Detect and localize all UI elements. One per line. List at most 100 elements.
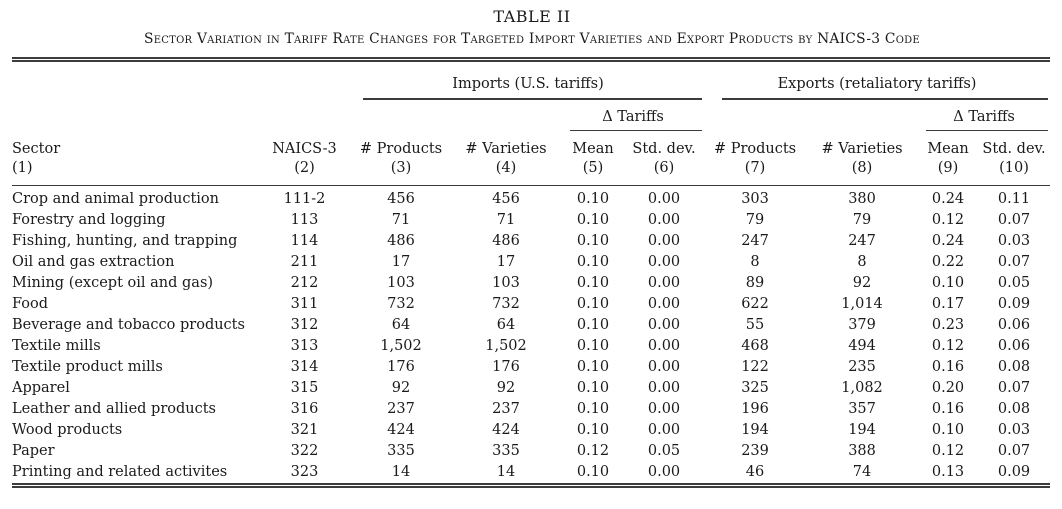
value-cell: 456	[492, 191, 520, 207]
table-row: Printing and related activites 323 14 14 0.1…	[12, 462, 1050, 486]
imports-delta-tariffs-rule	[570, 129, 703, 131]
subgroup-spacer-mid	[704, 100, 918, 132]
exports-delta-tariffs-rule	[926, 129, 1049, 131]
value-cell: 312	[290, 317, 319, 333]
value-cell: 212	[290, 275, 319, 291]
value-cell: 64	[391, 317, 411, 333]
value-cell: 313	[290, 338, 319, 354]
value-cell: 1,014	[841, 296, 883, 312]
value-cell: 486	[492, 233, 520, 249]
paper-page: TABLE II Sector Variation in Tariff Rate…	[12, 7, 1051, 488]
value-cell: 0.16	[931, 359, 965, 375]
value-cell: 0.08	[997, 401, 1031, 417]
value-cell: 211	[290, 254, 319, 270]
col-header-label: Sector	[12, 141, 61, 157]
value-cell: 176	[387, 359, 415, 375]
col-header-imports-products: # Products (3)	[352, 131, 450, 186]
value-cell: 194	[848, 422, 876, 438]
value-cell: 0.00	[647, 380, 681, 396]
value-cell: 0.03	[997, 233, 1031, 249]
value-cell: 92	[496, 380, 516, 396]
value-cell: 8	[750, 254, 760, 270]
value-cell: 0.10	[576, 275, 610, 291]
exports-delta-tariffs-header: Δ Tariffs	[918, 100, 1050, 131]
col-header-num: (8)	[851, 160, 873, 176]
table-row: Apparel 315 92 92 0.10 0.00 325 1,082 0.20 0.07	[12, 378, 1050, 399]
value-cell: 0.12	[931, 338, 965, 354]
value-cell: 0.00	[647, 254, 681, 270]
value-cell: 424	[387, 422, 415, 438]
value-cell: 311	[290, 296, 319, 312]
value-cell: 237	[387, 401, 415, 417]
value-cell: 113	[290, 212, 319, 228]
value-cell: 0.05	[997, 275, 1031, 291]
value-cell: 237	[492, 401, 520, 417]
value-cell: 194	[741, 422, 769, 438]
value-cell: 322	[290, 443, 319, 459]
imports-delta-tariffs-label: Δ Tariffs	[602, 108, 664, 125]
value-cell: 0.00	[647, 422, 681, 438]
value-cell: 388	[848, 443, 876, 459]
value-cell: 8	[857, 254, 867, 270]
value-cell: 0.23	[931, 317, 965, 333]
value-cell: 14	[391, 464, 411, 480]
table-row: Mining (except oil and gas) 212 103 103 0.10…	[12, 273, 1050, 294]
col-header-label: # Varieties	[465, 141, 547, 157]
value-cell: 732	[492, 296, 520, 312]
subgroup-spacer-left	[12, 100, 562, 132]
table-row: Wood products 321 424 424 0.10 0.00 194 194 0.10…	[12, 420, 1050, 441]
col-header-exports-mean: Mean (9)	[918, 131, 979, 186]
value-cell: 321	[290, 422, 319, 438]
table-body: Crop and animal production 111-2 456 456 0.1…	[12, 186, 1050, 486]
col-header-label: # Products	[713, 141, 797, 157]
col-header-label: # Products	[359, 141, 443, 157]
value-cell: 0.00	[647, 275, 681, 291]
value-cell: 0.11	[997, 191, 1031, 207]
value-cell: 0.10	[931, 275, 965, 291]
table-row: Crop and animal production 111-2 456 456 0.1…	[12, 186, 1050, 211]
sector-cell: Oil and gas extraction	[12, 254, 175, 270]
value-cell: 323	[290, 464, 319, 480]
imports-delta-tariffs-header: Δ Tariffs	[562, 100, 704, 131]
col-header-label: Std. dev.	[982, 141, 1046, 157]
value-cell: 1,502	[380, 338, 422, 354]
value-cell: 357	[848, 401, 876, 417]
col-header-naics: NAICS-3 (2)	[257, 131, 352, 186]
value-cell: 17	[391, 254, 411, 270]
value-cell: 0.10	[576, 401, 610, 417]
value-cell: 0.10	[931, 422, 965, 438]
value-cell: 494	[848, 338, 876, 354]
group-header-spacer	[12, 60, 352, 100]
value-cell: 0.10	[576, 359, 610, 375]
value-cell: 0.09	[997, 464, 1031, 480]
value-cell: 247	[848, 233, 876, 249]
value-cell: 0.00	[647, 191, 681, 207]
group-header-row: Imports (U.S. tariffs) Exports (retaliat…	[12, 60, 1050, 100]
table-row: Beverage and tobacco products 312 64 64 0.10…	[12, 315, 1050, 336]
value-cell: 247	[741, 233, 769, 249]
sector-cell: Apparel	[12, 380, 70, 396]
sector-cell: Textile mills	[12, 338, 101, 354]
value-cell: 315	[290, 380, 319, 396]
value-cell: 0.24	[931, 191, 965, 207]
value-cell: 0.10	[576, 212, 610, 228]
value-cell: 0.07	[997, 443, 1031, 459]
col-header-num: (3)	[390, 160, 412, 176]
value-cell: 0.10	[576, 254, 610, 270]
tariff-table: Imports (U.S. tariffs) Exports (retaliat…	[12, 57, 1051, 488]
col-header-label: NAICS-3	[272, 141, 337, 157]
value-cell: 0.10	[576, 317, 610, 333]
value-cell: 0.10	[576, 191, 610, 207]
value-cell: 239	[741, 443, 769, 459]
col-header-num: (2)	[294, 160, 315, 176]
value-cell: 0.00	[647, 338, 681, 354]
col-header-num: (9)	[937, 160, 959, 176]
sector-cell: Forestry and logging	[12, 212, 166, 228]
value-cell: 196	[741, 401, 769, 417]
column-header-row: Sector (1) NAICS-3 (2) # Products (3) # …	[12, 131, 1051, 186]
sector-cell: Paper	[12, 443, 55, 459]
value-cell: 1,502	[485, 338, 527, 354]
value-cell: 0.16	[931, 401, 965, 417]
value-cell: 0.12	[576, 443, 610, 459]
value-cell: 424	[492, 422, 520, 438]
